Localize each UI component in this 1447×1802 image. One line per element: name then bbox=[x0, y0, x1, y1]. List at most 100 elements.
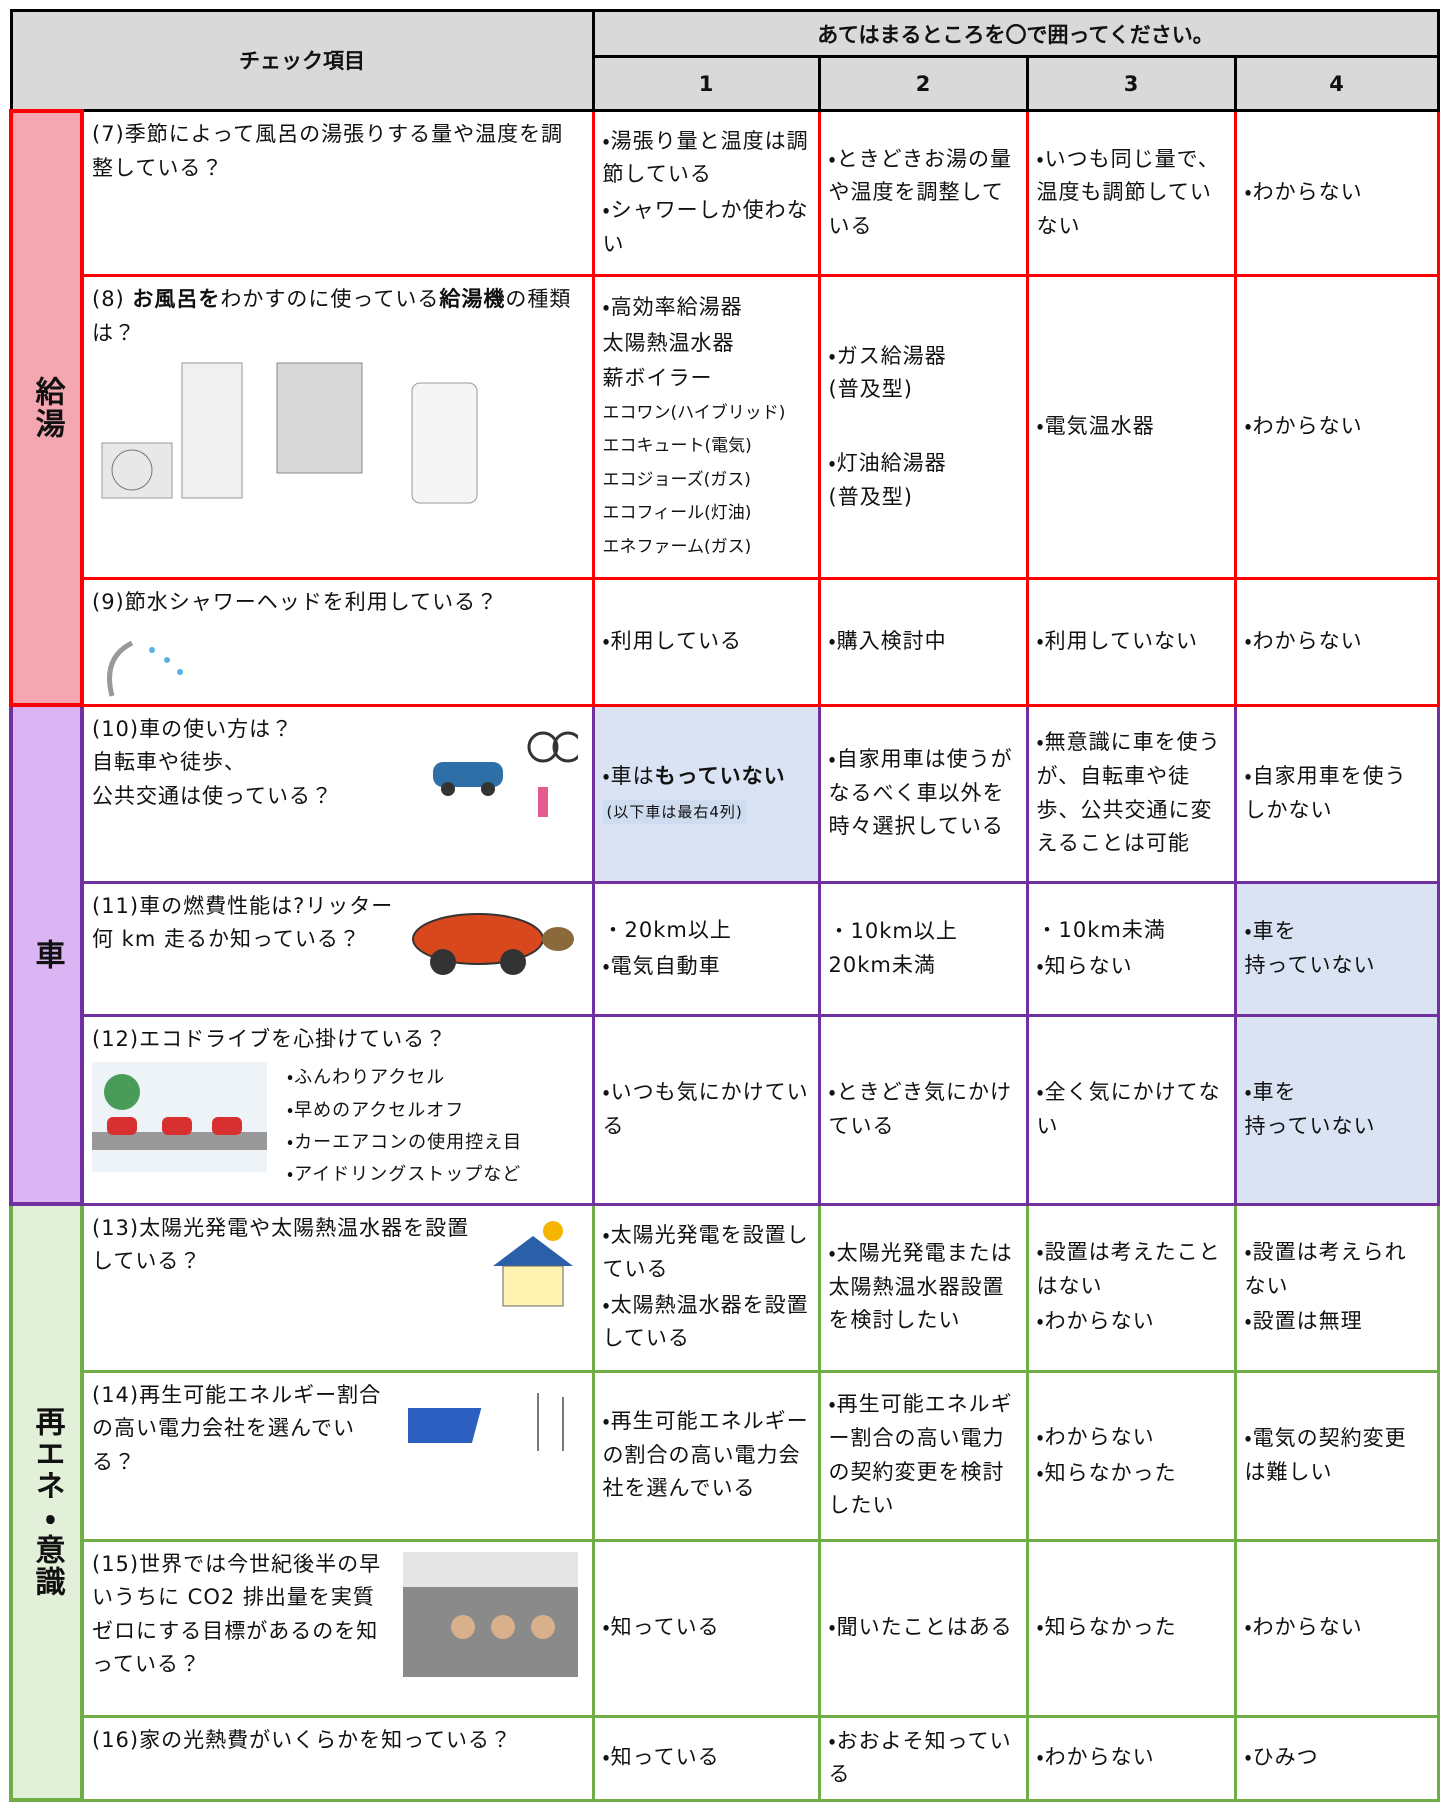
answer-option: ・高効率給湯器 太陽熱温水器 薪ボイラー エコワン(ハイブリッド) エコキュート(電気)… bbox=[591, 274, 821, 580]
question-row: (12)エコドライブを心掛けている？ ・ふんわりアクセル ・早めのアクセルオフ ・カー… bbox=[11, 1013, 1440, 1206]
tip: ・早めのアクセルオフ bbox=[287, 1099, 465, 1121]
category-label: 再エネ・意識 bbox=[9, 1202, 84, 1802]
option-note: (以下車は最右4列) bbox=[602, 799, 747, 824]
option-note: エコフィール(灯油) bbox=[602, 503, 752, 524]
option-text: ・わからない bbox=[1244, 629, 1363, 653]
question-row: (16)家の光熱費がいくらかを知っている？ ・知っている ・おおよそ知っている ・わか… bbox=[11, 1714, 1440, 1802]
option-text: ・シャワーしか使わない bbox=[602, 198, 809, 256]
check-item-header: チェック項目 bbox=[9, 9, 595, 112]
option-note: エコキュート(電気) bbox=[602, 436, 752, 457]
column-number: 3 bbox=[1025, 55, 1237, 112]
answer-option: ・わからない bbox=[1025, 1714, 1237, 1802]
text: (16)家の光熱費がいくらかを知っている？ bbox=[92, 1727, 513, 1752]
answer-option: ・再生可能エネルギーの割合の高い電力会社を選んでいる bbox=[591, 1369, 821, 1542]
answer-option: ・ひみつ bbox=[1233, 1714, 1440, 1802]
question: (12)エコドライブを心掛けている？ ・ふんわりアクセル ・早めのアクセルオフ ・カー… bbox=[80, 1013, 595, 1206]
option-text: ・知らなかった bbox=[1036, 1460, 1177, 1485]
option-text: ・10km以上 20km未満 bbox=[828, 919, 958, 977]
text: 給湯機 bbox=[439, 287, 506, 311]
illustration bbox=[492, 1220, 573, 1307]
answer-option: ・20km以上 ・電気自動車 bbox=[591, 880, 821, 1017]
option-text: ・車はもっていない bbox=[603, 760, 810, 794]
category-label: 車 bbox=[9, 703, 84, 1207]
option-text: ・無意識に車を使うが、自転車や徒歩、公共交通に変えることは可能 bbox=[1036, 730, 1221, 856]
option-text: ・湯張り量と温度は調節している bbox=[602, 128, 809, 187]
answer-option: ・無意識に車を使うが、自転車や徒歩、公共交通に変えることは可能 bbox=[1025, 703, 1237, 884]
answer-option: ・知っている bbox=[591, 1714, 821, 1802]
option-text: ・知っている bbox=[602, 1615, 720, 1640]
option-text: ・ときどき気にかけている bbox=[828, 1080, 1013, 1138]
option-note: エコジョーズ(ガス) bbox=[602, 469, 751, 490]
option-text: ・全く気にかけてない bbox=[1036, 1080, 1221, 1138]
illustration bbox=[101, 362, 478, 504]
illustration bbox=[432, 731, 578, 817]
option-text: ・電気自動車 bbox=[602, 953, 721, 978]
option-text: ・いつも気にかけている bbox=[602, 1080, 809, 1138]
answer-option: ・10km以上 20km未満 bbox=[817, 880, 1029, 1017]
option-note: エネファーム(ガス) bbox=[602, 536, 752, 557]
option-text: ・わからない bbox=[1244, 1615, 1363, 1640]
category-label: 給湯 bbox=[9, 108, 84, 708]
text: お風呂を bbox=[132, 287, 221, 311]
answer-option: ・わからない bbox=[1233, 109, 1440, 277]
answer-option: ・購入検討中 bbox=[817, 577, 1029, 707]
option-text: ・ガス給湯器 (普及型) bbox=[828, 343, 947, 402]
column-number: 2 bbox=[817, 55, 1029, 112]
answer-option: ・車はもっていない (以下車は最右4列) bbox=[591, 703, 821, 884]
option-text: ・わからない bbox=[1244, 414, 1363, 439]
answer-option: ・聞いたことはある bbox=[817, 1538, 1029, 1718]
column-number: 1 bbox=[591, 55, 821, 112]
option-text: ・ときどきお湯の量や温度を調整している bbox=[828, 146, 1013, 238]
question: (11)車の燃費性能は?リッター何 km 走るか知っている？ bbox=[80, 880, 595, 1017]
option-text: ・自家用車を使うしかない bbox=[1244, 764, 1407, 822]
question: (8) お風呂をわかすのに使っている給湯機の種類は？ bbox=[80, 274, 595, 580]
question-row: 再エネ・意識 (13)太陽光発電や太陽熱温水器を設置している？ ・太陽光発電を設置し… bbox=[9, 1202, 1440, 1802]
option-text: ・再生可能エネルギー割合の高い電力の契約変更を検討したい bbox=[828, 1392, 1013, 1518]
answer-option: ・利用している bbox=[591, 577, 821, 707]
option-text: ・電気温水器 bbox=[1036, 414, 1155, 439]
text: (13)太陽光発電や太陽熱温水器を設置している？ bbox=[92, 1215, 470, 1274]
answer-option: ・知っている bbox=[591, 1538, 821, 1718]
answer-option: ・わからない ・知らなかった bbox=[1025, 1369, 1237, 1542]
text: (9)節水シャワーヘッドを利用している？ bbox=[92, 590, 499, 614]
answer-option: ・わからない bbox=[1233, 1538, 1440, 1718]
option-text: ・車を 持っていない bbox=[1244, 919, 1376, 977]
answer-option: ・ガス給湯器 (普及型) ・灯油給湯器 (普及型) bbox=[817, 274, 1029, 580]
question: (9)節水シャワーヘッドを利用している？ bbox=[80, 577, 595, 707]
text: もっていない bbox=[654, 764, 786, 788]
option-text: ・太陽光発電または太陽熱温水器設置を検討したい bbox=[828, 1241, 1013, 1333]
option-text: ・設置は考えられない bbox=[1244, 1240, 1407, 1298]
option-text: ・車を 持っていない bbox=[1244, 1080, 1376, 1138]
option-text: ・聞いたことはある bbox=[828, 1615, 1013, 1640]
answer-option: ・知らなかった bbox=[1025, 1538, 1237, 1718]
answer-option: ・電気温水器 bbox=[1025, 274, 1237, 580]
option-text: ・わからない bbox=[1244, 180, 1363, 205]
option-text: ・おおよそ知っている bbox=[828, 1728, 1012, 1787]
option-text: ・10km未満 bbox=[1036, 918, 1166, 942]
option-text: 太陽熱温水器 bbox=[602, 330, 735, 355]
text: の種類は？ bbox=[92, 287, 572, 345]
answer-option: ・車を 持っていない bbox=[1233, 880, 1440, 1017]
answer-option: ・わからない bbox=[1233, 274, 1440, 580]
option-text: ・利用している bbox=[602, 629, 743, 653]
option-text: ・設置は考えたことはない bbox=[1036, 1240, 1221, 1298]
answer-option: ・電気の契約変更は難しい bbox=[1233, 1369, 1440, 1542]
option-text: ・20km以上 bbox=[602, 918, 732, 942]
option-text: ・太陽熱温水器を設置している bbox=[602, 1292, 809, 1351]
option-text: ・利用していない bbox=[1036, 629, 1199, 653]
option-text: ・わからない bbox=[1036, 1425, 1155, 1449]
text: (12)エコドライブを心掛けている？ bbox=[92, 1026, 448, 1051]
tip: ・アイドリングストップなど bbox=[287, 1164, 522, 1186]
answer-option: ・ときどき気にかけている bbox=[817, 1013, 1029, 1206]
option-text: 薪ボイラー bbox=[602, 366, 713, 391]
answer-option: ・10km未満 ・知らない bbox=[1025, 880, 1237, 1017]
option-text: ・設置は無理 bbox=[1244, 1309, 1363, 1334]
column-number: 4 bbox=[1233, 55, 1440, 112]
text: (8) bbox=[92, 287, 133, 311]
option-text: ・太陽光発電を設置している bbox=[602, 1223, 809, 1281]
option-text: ・再生可能エネルギーの割合の高い電力会社を選んでいる bbox=[602, 1409, 809, 1501]
question: (16)家の光熱費がいくらかを知っている？ bbox=[80, 1714, 595, 1802]
answer-option: ・ときどきお湯の量や温度を調整している bbox=[817, 109, 1029, 277]
